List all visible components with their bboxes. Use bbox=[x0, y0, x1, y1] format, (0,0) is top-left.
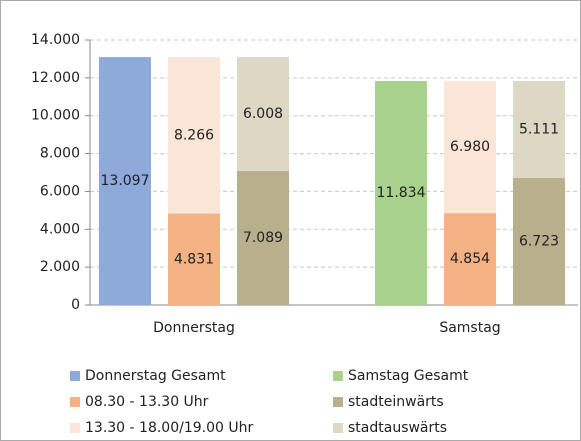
y-tick-label: 6.000 bbox=[40, 183, 80, 199]
bar-segment bbox=[444, 213, 496, 305]
bar-segment bbox=[237, 57, 289, 171]
legend-swatch bbox=[70, 371, 80, 381]
y-tick-label: 2.000 bbox=[40, 259, 80, 275]
y-tick-label: 12.000 bbox=[31, 70, 80, 86]
legend-label: Donnerstag Gesamt bbox=[85, 368, 226, 384]
y-tick-label: 14.000 bbox=[31, 32, 80, 48]
y-tick-label: 8.000 bbox=[40, 146, 80, 162]
legend-label: stadteinwärts bbox=[348, 394, 444, 410]
x-tick-label: Samstag bbox=[439, 320, 500, 336]
bar-segment bbox=[444, 80, 496, 214]
data-label: 4.854 bbox=[450, 251, 490, 267]
legend-label: 08.30 - 13.30 Uhr bbox=[85, 394, 209, 410]
legend-label: stadtauswärts bbox=[348, 420, 447, 436]
data-label: 5.111 bbox=[519, 121, 559, 137]
data-label: 6.008 bbox=[243, 106, 283, 122]
legend-swatch bbox=[70, 423, 80, 433]
bar-segment bbox=[168, 57, 220, 214]
legend-label: 13.30 - 18.00/19.00 Uhr bbox=[85, 420, 253, 436]
data-label: 11.834 bbox=[377, 185, 426, 201]
bar-segment bbox=[168, 213, 220, 305]
bar-segment bbox=[99, 57, 151, 305]
data-label: 6.723 bbox=[519, 233, 559, 249]
y-tick-label: 0 bbox=[71, 297, 80, 313]
legend-swatch bbox=[333, 371, 343, 381]
y-tick-label: 4.000 bbox=[40, 221, 80, 237]
legend-swatch bbox=[333, 397, 343, 407]
bar-segment bbox=[375, 80, 427, 305]
bar-segment bbox=[513, 80, 565, 178]
bar-segment bbox=[237, 170, 289, 305]
data-label: 13.097 bbox=[101, 173, 150, 189]
legend-swatch bbox=[70, 397, 80, 407]
data-label: 7.089 bbox=[243, 230, 283, 246]
data-label: 6.980 bbox=[450, 139, 490, 155]
bar-segment bbox=[513, 177, 565, 305]
data-label: 4.831 bbox=[174, 251, 214, 267]
data-label: 8.266 bbox=[174, 127, 214, 143]
x-tick-label: Donnerstag bbox=[153, 320, 235, 336]
y-tick-label: 10.000 bbox=[31, 108, 80, 124]
legend-swatch bbox=[333, 423, 343, 433]
legend-label: Samstag Gesamt bbox=[348, 368, 469, 384]
